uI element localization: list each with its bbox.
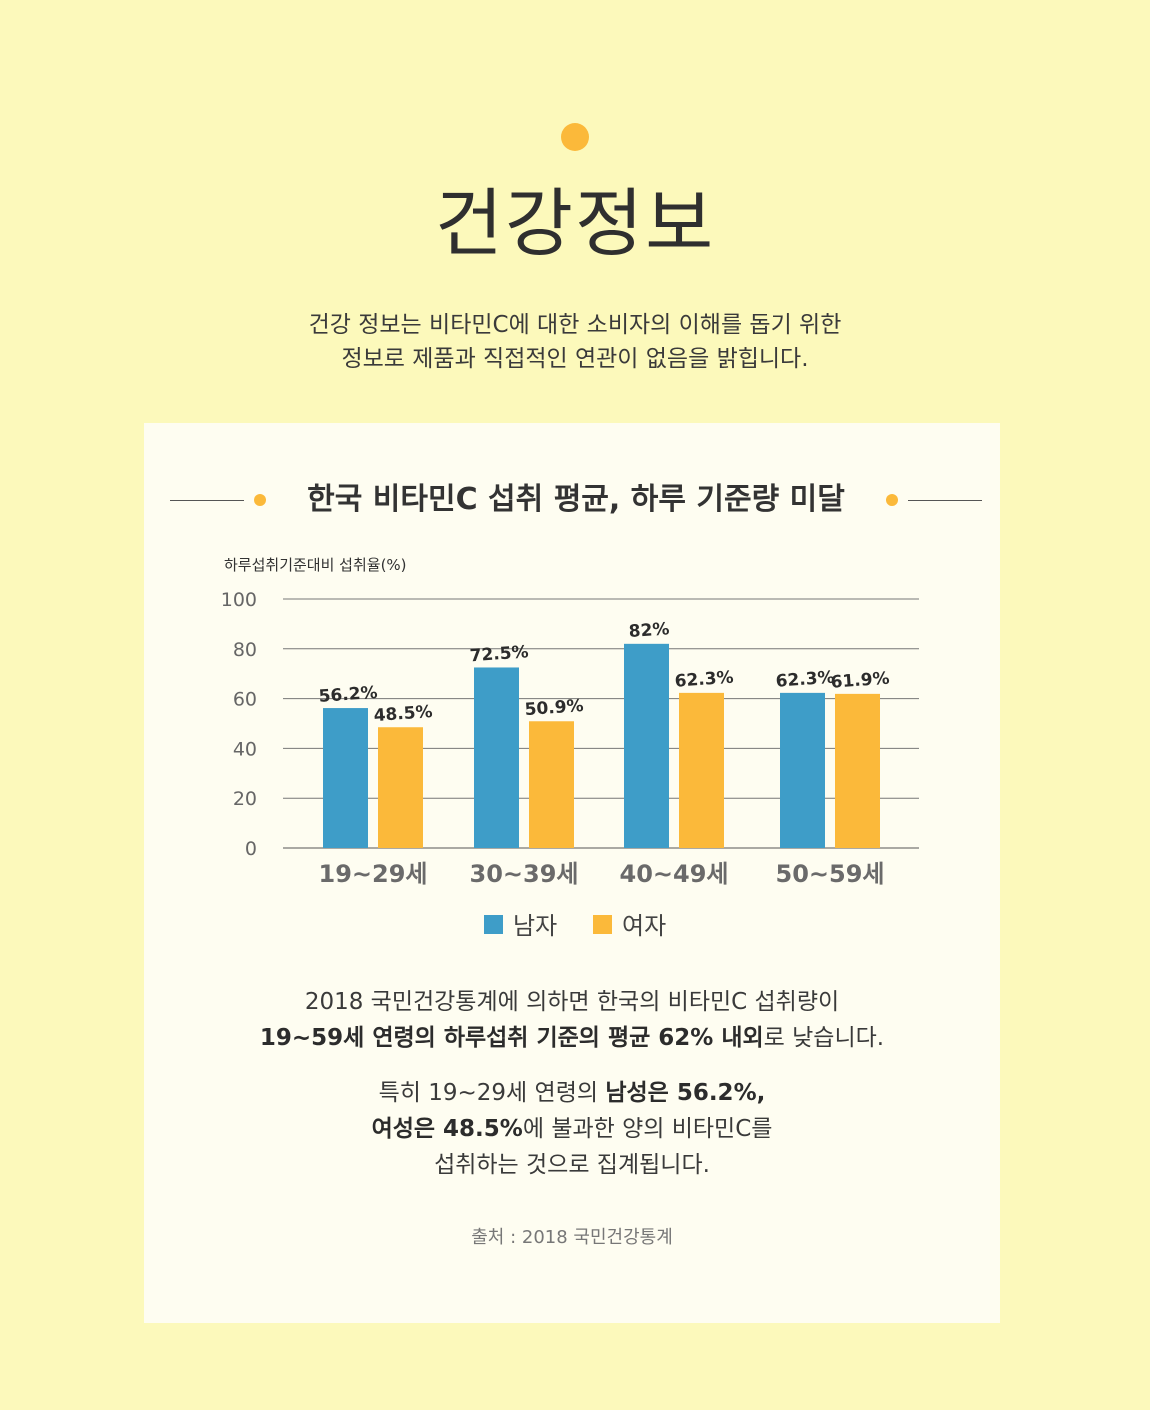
summary-line: 19~59세 연령의 하루섭취 기준의 평균 62% 내외로 낮습니다. — [144, 1020, 1000, 1056]
chart-title: 한국 비타민C 섭취 평균, 하루 기준량 미달 — [307, 482, 845, 517]
x-category-label: 50~59세 — [776, 860, 885, 888]
page-title: 건강정보 — [434, 181, 716, 267]
data-label: 50.9% — [524, 696, 584, 720]
bar-female — [679, 692, 724, 848]
summary-line: 2018 국민건강통계에 의하면 한국의 비타민C 섭취량이 — [304, 989, 840, 1015]
data-label: 56.2% — [318, 683, 378, 707]
data-label: 62.3% — [775, 668, 835, 692]
bar-female — [378, 727, 423, 848]
summary-text: 에 불과한 양의 비타민C를 — [522, 1116, 773, 1142]
legend-label: 여자 — [622, 912, 666, 940]
data-label: 48.5% — [373, 702, 433, 726]
decorative-dot — [561, 123, 589, 151]
summary-line: 특히 19~29세 연령의 남성은 56.2%, — [144, 1075, 1000, 1111]
y-tick-label: 60 — [233, 689, 257, 711]
summary-highlight: 여성은 48.5% — [371, 1116, 523, 1142]
data-label: 61.9% — [830, 669, 890, 693]
bar-male — [323, 708, 368, 848]
summary-paragraph-1: 2018 국민건강통계에 의하면 한국의 비타민C 섭취량이 19~59세 연령… — [144, 984, 1000, 1056]
heading-divider-left — [170, 500, 244, 501]
y-tick-label: 40 — [233, 738, 257, 760]
x-category-label: 40~49세 — [620, 860, 729, 888]
heading-divider-right — [908, 500, 982, 501]
summary-highlight: 19~59세 연령의 하루섭취 기준의 평균 62% 내외 — [259, 1025, 764, 1051]
y-tick-label: 100 — [221, 589, 257, 611]
bar-male — [780, 692, 825, 848]
legend-swatch — [593, 915, 612, 934]
heading-dot-left — [254, 494, 266, 506]
y-tick-label: 20 — [233, 788, 257, 810]
bar-female — [529, 721, 574, 848]
intro-line-2: 정보로 제품과 직접적인 연관이 없음을 밝힙니다. — [341, 346, 809, 372]
legend-label: 남자 — [513, 912, 557, 940]
legend-swatch — [484, 915, 503, 934]
summary-text: 특히 19~29세 연령의 — [378, 1080, 606, 1106]
chart-heading-row: 한국 비타민C 섭취 평균, 하루 기준량 미달 — [170, 479, 982, 521]
x-category-label: 19~29세 — [319, 860, 428, 888]
summary-highlight: 남성은 56.2%, — [605, 1080, 766, 1106]
bar-male — [624, 643, 669, 848]
y-tick-label: 0 — [245, 838, 257, 860]
data-label: 82% — [628, 619, 670, 642]
data-label: 72.5% — [469, 642, 529, 666]
chart-card: 한국 비타민C 섭취 평균, 하루 기준량 미달 하루섭취기준대비 섭취율(%)… — [144, 423, 1000, 1323]
summary-line: 여성은 48.5%에 불과한 양의 비타민C를 — [144, 1111, 1000, 1147]
data-label: 62.3% — [674, 668, 734, 692]
summary-text: 로 낮습니다. — [763, 1025, 885, 1051]
intro-text: 건강 정보는 비타민C에 대한 소비자의 이해를 돕기 위한 정보로 제품과 직… — [0, 308, 1150, 376]
intro-line-1: 건강 정보는 비타민C에 대한 소비자의 이해를 돕기 위한 — [308, 312, 842, 338]
x-category-label: 30~39세 — [470, 860, 579, 888]
bar-chart: 하루섭취기준대비 섭취율(%) 0 20 40 60 80 100 56.2%48.5% 19~… — [221, 556, 919, 940]
source-note: 출처 : 2018 국민건강통계 — [471, 1227, 673, 1248]
heading-dot-right — [886, 494, 898, 506]
summary-paragraph-2: 특히 19~29세 연령의 남성은 56.2%, 여성은 48.5%에 불과한 … — [144, 1075, 1000, 1183]
y-axis-title: 하루섭취기준대비 섭취율(%) — [224, 556, 407, 574]
y-tick-label: 80 — [233, 639, 257, 661]
summary-line: 섭취하는 것으로 집계됩니다. — [434, 1152, 710, 1178]
bar-male — [474, 667, 519, 848]
bar-female — [835, 693, 880, 848]
